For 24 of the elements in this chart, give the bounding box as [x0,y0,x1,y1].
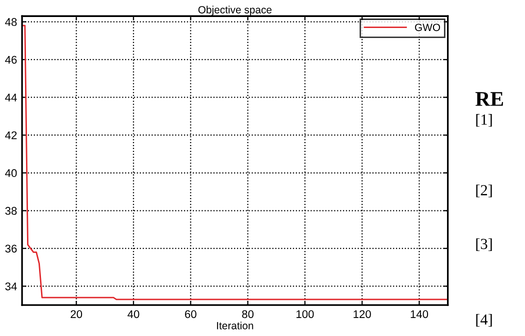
x-tick-label: 120 [354,310,371,318]
text: [3] [476,238,492,251]
x-axis-title: Iteration [217,322,254,330]
chart-title: Objective space [198,6,272,16]
x-tick-label: 60 [185,310,196,318]
legend-label: GWO [415,24,440,32]
y-tick-label: 48 [5,18,17,26]
text: [1] [476,114,492,127]
y-tick-label: 46 [5,56,17,64]
text: [4] [476,314,492,327]
y-tick-label: 40 [5,169,17,178]
y-tick-label: 44 [5,94,17,102]
x-tick-label: 80 [242,310,254,318]
line-series [22,24,448,300]
y-tick-label: 42 [5,131,17,140]
x-tick-label: 20 [70,310,82,318]
text: [2] [476,184,492,198]
y-tick-label: 36 [5,244,17,253]
text: RE [475,92,503,106]
x-tick-label: 40 [128,310,140,318]
y-tick-label: 34 [5,282,17,290]
x-tick-label: 140 [410,310,428,318]
y-tick-label: 38 [5,206,17,215]
x-tick-label: 100 [296,310,314,318]
